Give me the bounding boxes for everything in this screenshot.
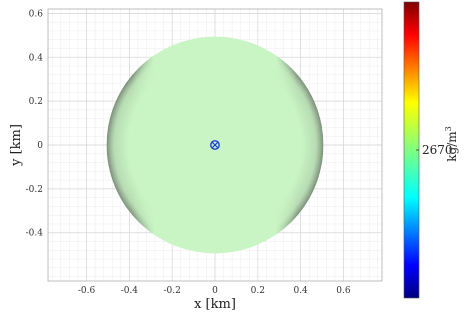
x-axis-label: x [km] [194,297,236,312]
colorbar-unit-label: kg/m3 [444,126,459,161]
colorbar-unit-base: kg/m [445,131,459,162]
x-tick-label: 0.6 [336,286,351,296]
x-tick-label: 0.4 [293,286,308,296]
colorbar-unit-exponent: 3 [444,126,453,131]
y-tick-label: -0.4 [26,229,44,239]
x-tick-label: -0.4 [121,286,139,296]
y-tick-label: 0.4 [29,53,44,63]
y-tick-label: 0 [37,141,43,151]
marker-circle [210,140,220,150]
x-tick-label: -0.6 [78,286,96,296]
x-tick-label: -0.2 [163,286,180,296]
y-axis-ticks: -0.4 -0.2 0 0.2 0.4 0.6 [26,9,44,238]
center-marker [210,140,220,150]
y-axis-label: y [km] [9,124,24,167]
colorbar-tick-label: 2670 [422,143,453,157]
y-tick-label: -0.2 [26,185,43,195]
y-tick-label: 0.2 [29,97,43,107]
x-axis-ticks: -0.6 -0.4 -0.2 0 0.2 0.4 0.6 [78,286,351,296]
y-tick-label: 0.6 [29,9,44,19]
plot-area [47,8,383,282]
x-tick-label: 0.2 [251,286,265,296]
colorbar: 2670 kg/m3 [403,1,459,299]
plot-frame [47,8,383,282]
marker-cross [211,141,219,149]
x-tick-label: 0 [212,286,218,296]
